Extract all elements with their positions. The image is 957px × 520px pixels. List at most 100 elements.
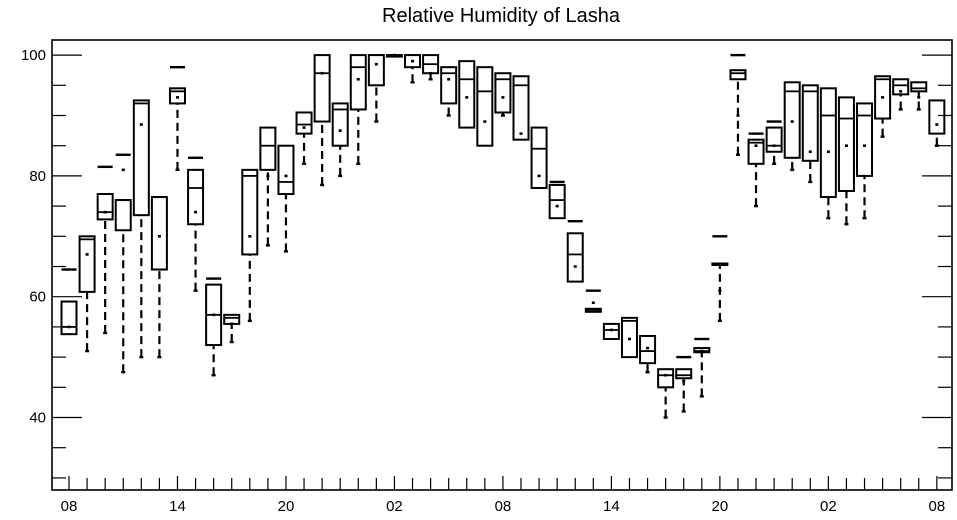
box-series	[60, 53, 946, 419]
box-body	[620, 316, 638, 359]
plot-frame	[51, 39, 953, 491]
box-item	[150, 196, 168, 359]
box-body	[783, 81, 801, 159]
box-item	[367, 54, 385, 123]
box-body	[295, 111, 313, 135]
box-body	[458, 60, 476, 129]
box-body	[187, 168, 205, 226]
box-item	[458, 60, 476, 129]
box-item	[620, 316, 638, 359]
box-body	[928, 99, 946, 135]
y-axis: 40 60 80 100	[21, 47, 952, 479]
box-body	[313, 54, 331, 123]
box-item	[566, 220, 584, 283]
box-item	[440, 66, 458, 117]
box-body	[132, 99, 150, 217]
box-item	[729, 53, 747, 156]
box-item	[765, 120, 783, 166]
x-tick-label: 08	[495, 498, 512, 515]
box-body	[837, 96, 855, 193]
box-item	[313, 54, 331, 187]
box-item	[819, 87, 837, 220]
box-body	[331, 102, 349, 147]
box-item	[548, 180, 566, 220]
box-item	[783, 81, 801, 172]
box-body	[548, 183, 566, 220]
x-tick-label: 02	[820, 498, 837, 515]
box-body	[60, 300, 78, 336]
box-body	[602, 322, 620, 340]
box-body	[241, 168, 259, 256]
box-item	[114, 153, 132, 374]
box-body	[874, 75, 892, 120]
box-item	[711, 235, 729, 323]
box-item	[584, 289, 602, 313]
box-body	[801, 84, 819, 162]
box-item	[187, 156, 205, 292]
box-item	[385, 53, 403, 58]
x-tick-label: 08	[928, 498, 945, 515]
box-item	[168, 65, 186, 172]
box-body	[729, 69, 747, 81]
box-item	[837, 96, 855, 226]
x-axis: 08 14 20 02 08 14 20 02 08	[61, 476, 945, 515]
x-tick-label: 02	[386, 498, 403, 515]
box-item	[675, 355, 693, 413]
box-body	[747, 138, 765, 165]
y-tick-label: 40	[29, 410, 46, 427]
box-item	[295, 111, 313, 166]
box-body	[566, 232, 584, 283]
box-body	[892, 78, 910, 96]
x-tick-label: 14	[169, 498, 186, 515]
box-body	[856, 102, 874, 177]
box-item	[494, 72, 512, 117]
box-body	[512, 75, 530, 141]
box-body	[440, 66, 458, 105]
box-body	[277, 144, 295, 196]
box-item	[693, 337, 711, 398]
box-body	[765, 126, 783, 153]
box-item	[277, 144, 295, 253]
box-item	[331, 102, 349, 178]
box-item	[602, 322, 620, 340]
box-item	[910, 81, 928, 111]
box-body	[96, 193, 114, 221]
box-body	[78, 235, 96, 293]
box-item	[241, 168, 259, 323]
box-item	[422, 54, 440, 81]
box-item	[657, 368, 675, 419]
box-item	[223, 313, 241, 344]
box-item	[747, 132, 765, 208]
box-item	[205, 277, 223, 377]
chart-title: Relative Humidity of Lasha	[382, 5, 621, 27]
box-body	[150, 196, 168, 271]
x-tick-label: 08	[61, 498, 78, 515]
x-tick-label: 20	[278, 498, 295, 515]
box-body	[639, 334, 657, 365]
box-body	[367, 54, 385, 87]
box-body	[675, 368, 693, 380]
box-item	[874, 75, 892, 138]
box-body	[223, 313, 241, 325]
box-body	[476, 66, 494, 147]
box-body	[114, 199, 132, 232]
x-tick-label: 20	[712, 498, 729, 515]
box-body	[530, 126, 548, 189]
y-tick-label: 60	[29, 289, 46, 306]
box-body	[910, 81, 928, 93]
box-body	[259, 126, 277, 171]
box-item	[259, 126, 277, 247]
box-item	[60, 268, 78, 336]
box-item	[928, 99, 946, 147]
box-item	[639, 334, 657, 374]
box-body	[819, 87, 837, 199]
box-item	[512, 75, 530, 141]
y-tick-label: 100	[21, 47, 46, 64]
box-item	[132, 99, 150, 359]
box-body	[349, 54, 367, 111]
box-item	[892, 78, 910, 111]
box-item	[856, 102, 874, 220]
box-item	[349, 54, 367, 166]
box-item	[801, 84, 819, 184]
